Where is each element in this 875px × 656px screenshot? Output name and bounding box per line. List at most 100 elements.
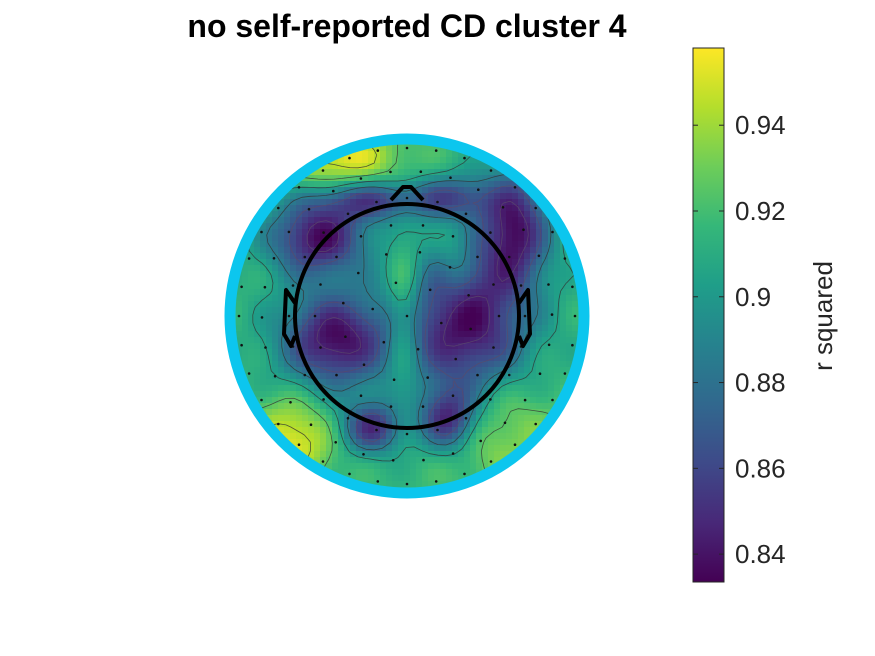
heatmap-cell [380,283,387,290]
heatmap-cell [290,433,297,440]
heatmap-cell [410,217,417,224]
heatmap-cell [524,229,531,236]
heatmap-cell [434,469,441,476]
heatmap-cell [386,331,393,338]
heatmap-cell [476,253,483,260]
colorbar-ticks: 0.840.860.880.90.920.94 [693,110,786,569]
heatmap-cell [248,241,255,248]
heatmap-cell [368,259,375,266]
heatmap-cell [350,211,357,218]
heatmap-cell [302,205,309,212]
heatmap-cell [374,187,381,194]
heatmap-cell [368,307,375,314]
heatmap-cell [260,397,267,404]
heatmap-cell [326,283,333,290]
heatmap-cell [440,403,447,410]
heatmap-cell [386,187,393,194]
heatmap-cell [458,379,465,386]
heatmap-cell [434,397,441,404]
heatmap-cell [392,223,399,230]
heatmap-cell [344,301,351,308]
heatmap-cell [368,187,375,194]
heatmap-cell [410,211,417,218]
heatmap-cell [476,223,483,230]
heatmap-cell [560,265,567,272]
heatmap-cell [332,415,339,422]
heatmap-cell [572,295,579,302]
heatmap-cell [440,253,447,260]
heatmap-cell [392,247,399,254]
heatmap-cell [428,217,435,224]
heatmap-cell [392,145,399,152]
heatmap-cell [362,259,369,266]
heatmap-cell [302,271,309,278]
heatmap-cell [386,277,393,284]
heatmap-cell [446,361,453,368]
heatmap-cell [482,415,489,422]
electrode-dot [489,460,493,463]
heatmap-cell [338,469,345,476]
heatmap-cell [506,283,513,290]
heatmap-cell [344,355,351,362]
heatmap-cell [314,433,321,440]
heatmap-cell [356,247,363,254]
heatmap-cell [404,301,411,308]
heatmap-cell [458,157,465,164]
heatmap-cell [524,421,531,428]
heatmap-cell [344,331,351,338]
heatmap-cell [284,415,291,422]
heatmap-cell [530,253,537,260]
heatmap-cell [518,301,525,308]
heatmap-cell [536,403,543,410]
heatmap-cell [362,463,369,470]
heatmap-cell [554,271,561,278]
heatmap-cell [458,397,465,404]
heatmap-cell [302,445,309,452]
heatmap-cell [440,409,447,416]
heatmap-cell [536,337,543,344]
heatmap-cell [446,175,453,182]
electrode-dot [451,394,455,398]
heatmap-cell [368,469,375,476]
heatmap-cell [464,439,471,446]
heatmap-cell [494,223,501,230]
heatmap-cell [326,439,333,446]
heatmap-cell [242,343,249,350]
heatmap-cell [272,307,279,314]
heatmap-cell [260,343,267,350]
heatmap-cell [470,205,477,212]
heatmap-cell [374,289,381,296]
heatmap-cell [434,187,441,194]
heatmap-cell [464,169,471,176]
heatmap-cell [464,445,471,452]
heatmap-cell [356,373,363,380]
heatmap-cell [470,295,477,302]
heatmap-cell [350,343,357,350]
heatmap-cell [470,265,477,272]
heatmap-cell [326,235,333,242]
heatmap-cell [368,373,375,380]
heatmap-cell [332,325,339,332]
heatmap-cell [494,313,501,320]
heatmap-cell [326,211,333,218]
heatmap-cell [392,295,399,302]
heatmap-cell [512,217,519,224]
heatmap-cell [380,409,387,416]
heatmap-cell [266,265,273,272]
heatmap-cell [368,217,375,224]
heatmap-cell [494,343,501,350]
heatmap-cell [356,463,363,470]
heatmap-cell [398,433,405,440]
heatmap-cell [530,331,537,338]
heatmap-cell [392,385,399,392]
heatmap-cell [398,229,405,236]
heatmap-cell [386,259,393,266]
heatmap-cell [362,445,369,452]
heatmap-cell [434,379,441,386]
heatmap-cell [488,289,495,296]
heatmap-cell [344,397,351,404]
heatmap-cell [314,325,321,332]
heatmap-cell [416,367,423,374]
heatmap-cell [320,205,327,212]
heatmap-cell [548,361,555,368]
